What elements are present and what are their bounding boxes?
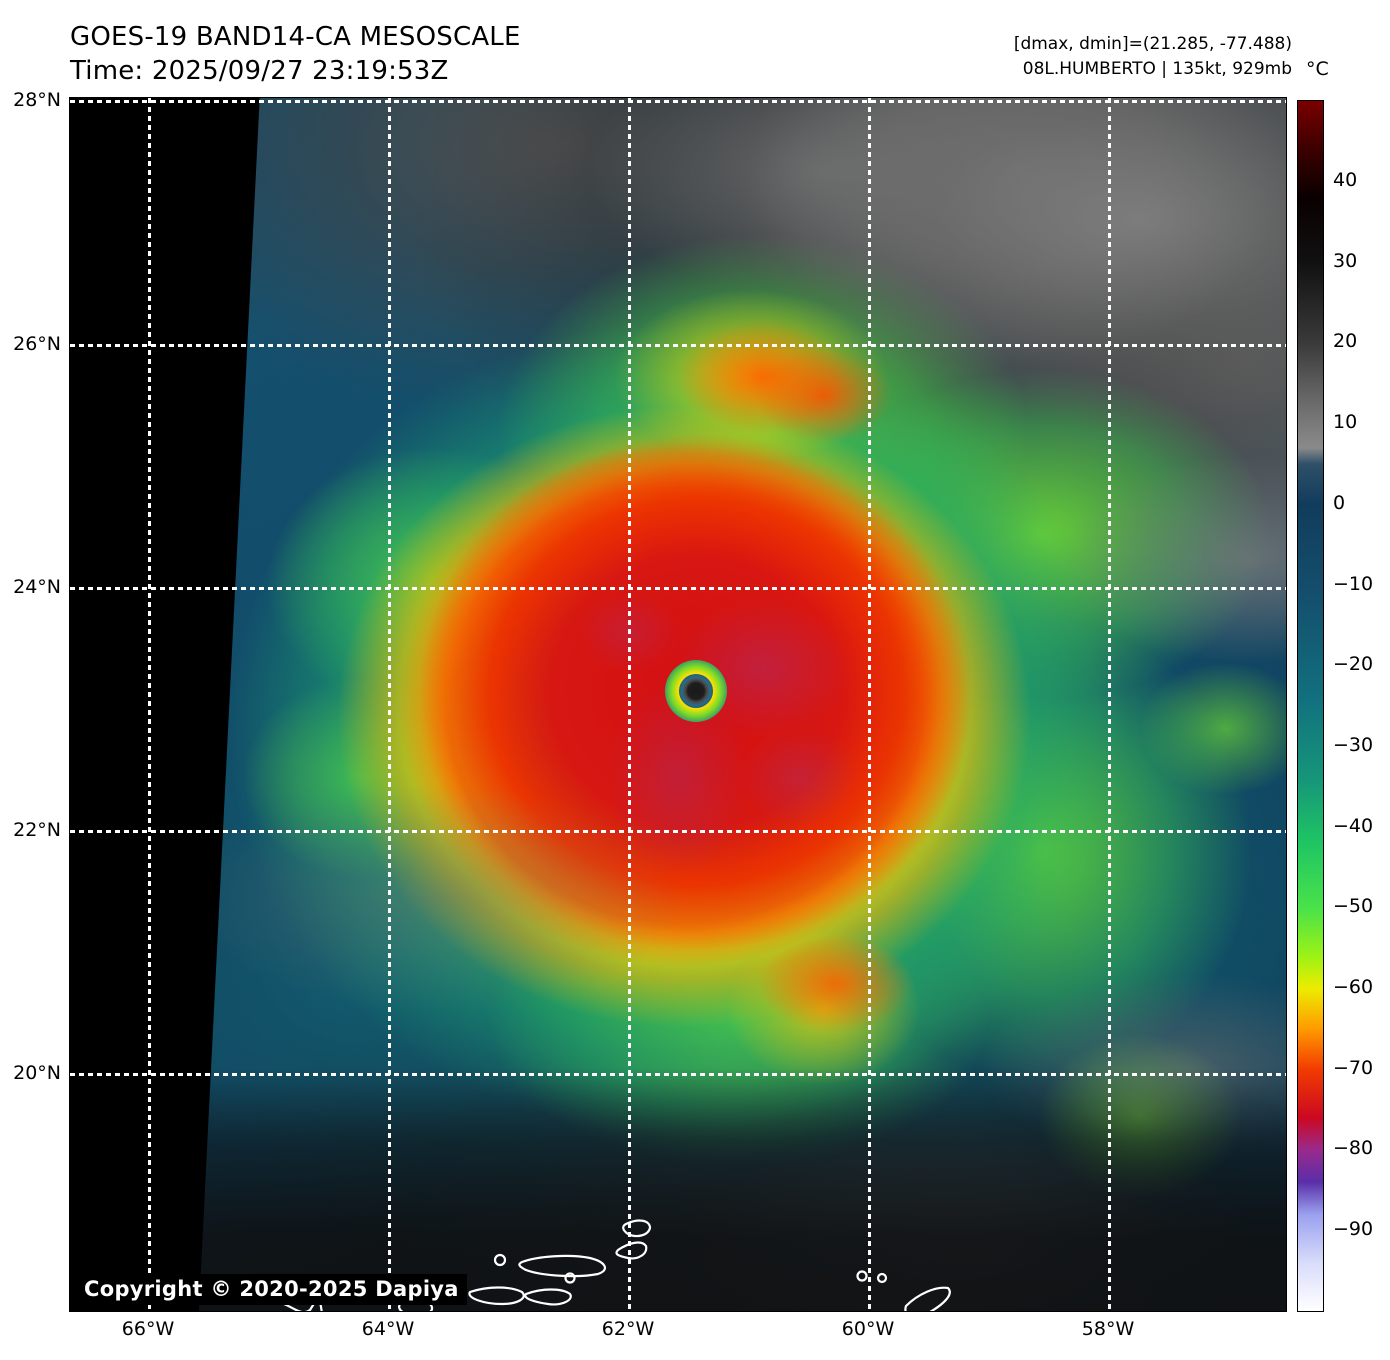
gridline-vertical — [868, 98, 871, 1311]
colorbar-tick-label: −80 — [1333, 1137, 1374, 1159]
gridline-vertical — [1108, 98, 1111, 1311]
colorbar-tick-label: −70 — [1333, 1057, 1374, 1079]
colorbar[interactable] — [1297, 100, 1324, 1312]
gridline-horizontal — [70, 1073, 1286, 1076]
ytick-label: 20°N — [13, 1062, 61, 1084]
xtick-label: 58°W — [1081, 1318, 1135, 1340]
colorbar-tick-label: −60 — [1333, 976, 1374, 998]
colorbar-gradient — [1298, 101, 1323, 1311]
coastline-overlay — [70, 1219, 951, 1311]
copyright-label: Copyright © 2020-2025 Dapiya — [78, 1274, 467, 1305]
xtick-label: 62°W — [601, 1318, 655, 1340]
gridline-horizontal — [70, 100, 1286, 103]
dminmax-label: [dmax, dmin]=(21.285, -77.488) — [1013, 34, 1292, 54]
gridline-horizontal — [70, 830, 1286, 833]
colorbar-tick-label: 10 — [1333, 411, 1358, 433]
colorbar-tick-label: −20 — [1333, 653, 1374, 675]
gridline-horizontal — [70, 344, 1286, 347]
colorbar-tick-label: 30 — [1333, 250, 1358, 272]
ytick-label: 26°N — [13, 333, 61, 355]
colorbar-tick-label: −90 — [1333, 1218, 1374, 1240]
gridline-horizontal — [70, 587, 1286, 590]
colorbar-tick-label: −30 — [1333, 734, 1374, 756]
ytick-label: 22°N — [13, 819, 61, 841]
colorbar-tick-label: −50 — [1333, 895, 1374, 917]
colorbar-tick-label: 40 — [1333, 169, 1358, 191]
ytick-label: 24°N — [13, 576, 61, 598]
page-title: GOES-19 BAND14-CA MESOSCALE — [70, 22, 521, 52]
xtick-label: 66°W — [121, 1318, 175, 1340]
chart-title-block: GOES-19 BAND14-CA MESOSCALE Time: 2025/0… — [70, 20, 521, 88]
colorbar-tick-label: −10 — [1333, 573, 1374, 595]
satellite-image — [70, 98, 1286, 1311]
colorbar-tick-label: −40 — [1333, 815, 1374, 837]
chart-meta-block: [dmax, dmin]=(21.285, -77.488) 08L.HUMBE… — [1014, 32, 1292, 82]
xtick-label: 60°W — [841, 1318, 895, 1340]
storm-label: 08L.HUMBERTO | 135kt, 929mb — [1022, 59, 1292, 79]
gridline-vertical — [148, 98, 151, 1311]
xtick-label: 64°W — [361, 1318, 415, 1340]
satellite-plot[interactable]: Copyright © 2020-2025 Dapiya — [69, 97, 1287, 1312]
layer-night-land — [70, 1068, 1286, 1311]
timestamp-label: Time: 2025/09/27 23:19:53Z — [70, 56, 449, 86]
gridline-vertical — [628, 98, 631, 1311]
colorbar-tick-label: 20 — [1333, 330, 1358, 352]
colorbar-unit-label: °C — [1306, 58, 1329, 80]
colorbar-tick-label: 0 — [1333, 492, 1346, 514]
ytick-label: 28°N — [13, 89, 61, 111]
gridline-vertical — [388, 98, 391, 1311]
